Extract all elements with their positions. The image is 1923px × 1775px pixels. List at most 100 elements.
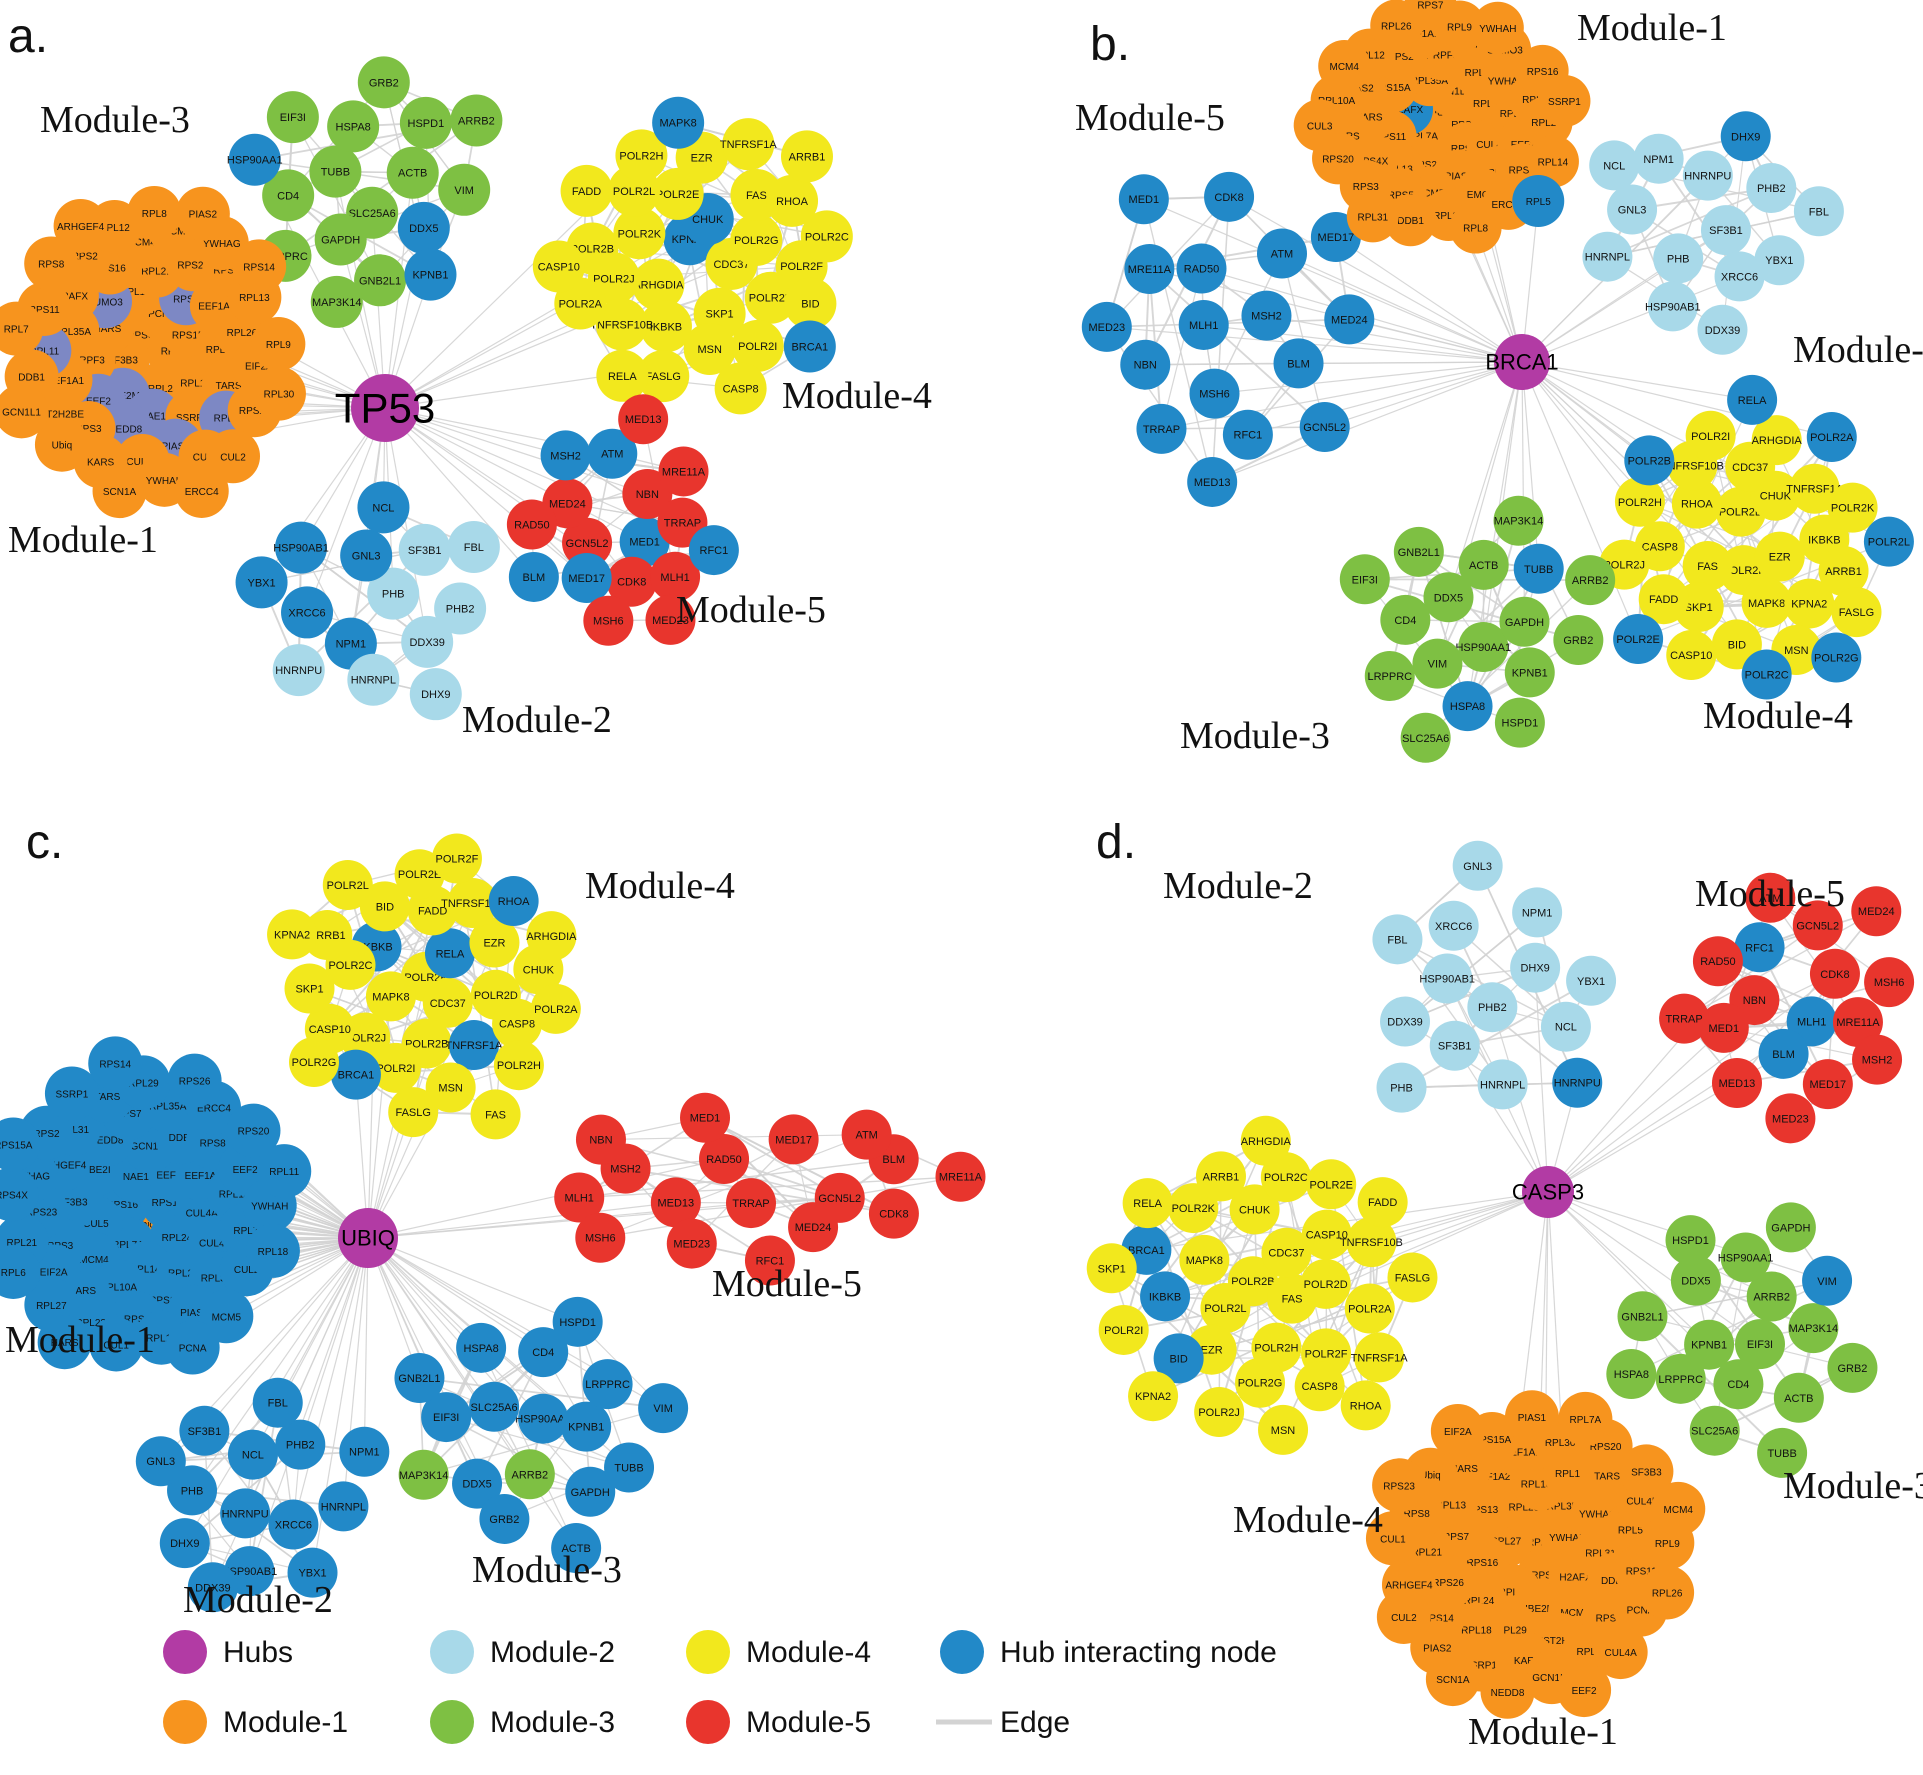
gene-circle: [398, 523, 451, 576]
node-FAS: FAS: [1682, 541, 1733, 592]
gene-circle: [1751, 415, 1802, 466]
gene-circle: [1357, 1177, 1408, 1228]
gene-circle: [1200, 1282, 1251, 1333]
gene-circle: [935, 1151, 986, 1202]
gene-circle: [1624, 435, 1675, 486]
module-title-module-4: Module-4: [782, 375, 932, 417]
gene-circle: [1195, 1151, 1246, 1202]
gene-circle: [438, 163, 491, 216]
gene-circle: [165, 1320, 220, 1375]
gene-circle: [1684, 1319, 1735, 1370]
node-RAD50: RAD50: [506, 499, 557, 550]
node-FASLG: FASLG: [388, 1087, 439, 1138]
gene-circle: [652, 96, 705, 149]
gene-circle: [1792, 900, 1843, 951]
edge: [1547, 973, 1836, 1193]
edge: [367, 1237, 495, 1408]
gene-circle: [228, 133, 281, 186]
legend-label-module-4: Module-4: [746, 1636, 871, 1669]
gene-circle: [365, 971, 416, 1022]
gene-circle: [367, 567, 420, 620]
gene-circle: [1512, 887, 1563, 938]
gene-circle: [1659, 993, 1710, 1044]
module-title-module-1: Module-1: [1577, 7, 1727, 49]
gene-circle: [1757, 1427, 1808, 1478]
node-LRPPRC: LRPPRC: [582, 1359, 633, 1410]
gene-circle: [1504, 647, 1555, 698]
gene-circle: [310, 275, 363, 328]
gene-circle: [1306, 1159, 1357, 1210]
gene-circle: [281, 586, 334, 639]
gene-circle: [37, 1315, 92, 1370]
node-PHB2: PHB2: [1746, 162, 1797, 213]
edge: [1228, 196, 1523, 363]
node-MED24: MED24: [1324, 294, 1375, 345]
gene-circle: [726, 1178, 777, 1229]
gene-circle: [780, 130, 833, 183]
legend-label-module-5: Module-5: [746, 1706, 871, 1739]
gene-circle: [1380, 996, 1431, 1047]
gene-circle: [450, 94, 503, 147]
gene-circle: [1734, 1319, 1785, 1370]
edge: [1247, 361, 1523, 436]
gene-circle: [766, 174, 819, 227]
gene-circle: [1140, 1271, 1191, 1322]
node-GRB2: GRB2: [1553, 615, 1604, 666]
gene-circle: [639, 300, 692, 353]
node-MLH1: MLH1: [1178, 299, 1229, 350]
gene-circle: [583, 595, 634, 646]
node-MAP3K14: MAP3K14: [398, 1449, 449, 1500]
gene-circle: [1852, 1034, 1903, 1085]
gene-circle: [604, 1442, 655, 1493]
edge: [1547, 1191, 1761, 1345]
gene-circle: [226, 1103, 281, 1158]
node-TRRAP: TRRAP: [1659, 993, 1710, 1044]
gene-circle: [1700, 205, 1751, 256]
node-HNRNPU: HNRNPU: [1552, 1057, 1603, 1108]
node-GAPDH: GAPDH: [314, 213, 367, 266]
node-SKP1: SKP1: [284, 963, 335, 1014]
gene-circle: [1613, 613, 1664, 664]
node-FBL: FBL: [1793, 186, 1844, 237]
legend-label-module-1: Module-1: [223, 1706, 348, 1739]
module-title-module-5: Module-5: [676, 589, 826, 631]
edge: [600, 1176, 961, 1239]
node-POLR2L: POLR2L: [322, 860, 373, 911]
node-SF3B1: SF3B1: [1700, 205, 1751, 256]
gene-circle: [1425, 1652, 1480, 1707]
node-POLR2J: POLR2J: [1194, 1387, 1245, 1438]
gene-circle: [1692, 936, 1743, 987]
gene-circle: [1240, 1115, 1291, 1166]
node-YBX1: YBX1: [1566, 955, 1617, 1006]
node-ARRB2: ARRB2: [504, 1449, 555, 1500]
gene-circle: [232, 239, 287, 294]
node-PHB: PHB: [1376, 1062, 1427, 1113]
gene-circle: [1422, 953, 1473, 1004]
node-MSH2: MSH2: [1852, 1034, 1903, 1085]
gene-circle: [1179, 1234, 1230, 1285]
node-TRRAP: TRRAP: [726, 1178, 777, 1229]
panel-c: POLR2KCDC37MAPK8RELAPOLR2BIKBKBPOLR2DPOL…: [0, 816, 986, 1621]
gene-circle: [1640, 1565, 1695, 1620]
gene-circle: [532, 240, 585, 293]
node-KPNB1: KPNB1: [404, 248, 457, 301]
gene-circle: [357, 481, 410, 534]
node-LRPPRC: LRPPRC: [1655, 1353, 1706, 1404]
gene-circle: [0, 1117, 41, 1172]
node-RPL7A: RPL7A: [1558, 1391, 1613, 1446]
nodes-layer: POLR2KCDC37MAPK8RELAPOLR2BIKBKBPOLR2DPOL…: [0, 833, 986, 1613]
node-POLR2H: POLR2H: [493, 1040, 544, 1091]
gene-circle: [1786, 996, 1837, 1047]
edge: [1521, 361, 1753, 401]
node-MRE11A: MRE11A: [935, 1151, 986, 1202]
node-SF3B1: SF3B1: [1429, 1020, 1480, 1071]
gene-circle: [1494, 697, 1545, 748]
gene-circle: [1619, 1444, 1674, 1499]
gene-circle: [1671, 478, 1722, 529]
gene-circle: [1178, 299, 1229, 350]
legend-swatch-hub-interacting-node: [940, 1630, 984, 1674]
gene-circle: [1727, 374, 1778, 425]
gene-circle: [1788, 1303, 1839, 1354]
node-NBN: NBN: [575, 1114, 626, 1165]
node-HNRNPL: HNRNPL: [1477, 1059, 1528, 1110]
